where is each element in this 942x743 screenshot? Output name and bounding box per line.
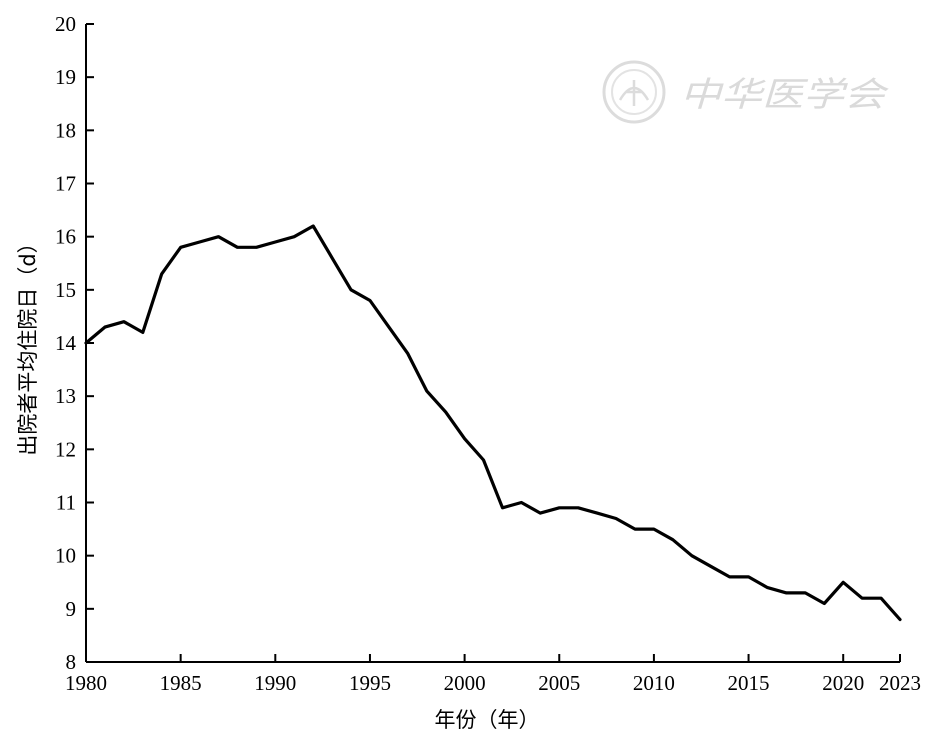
x-tick-label: 1980 bbox=[65, 671, 107, 695]
y-tick-label: 13 bbox=[55, 384, 76, 408]
y-tick-label: 15 bbox=[55, 278, 76, 302]
x-tick-label: 2023 bbox=[879, 671, 921, 695]
plot-area bbox=[84, 224, 902, 622]
y-tick-label: 19 bbox=[55, 65, 76, 89]
series-line bbox=[84, 224, 902, 622]
axes bbox=[85, 24, 900, 663]
x-tick-label: 2005 bbox=[538, 671, 580, 695]
society-seal-icon bbox=[602, 60, 666, 124]
y-tick-label: 14 bbox=[55, 331, 77, 355]
y-tick-label: 8 bbox=[66, 650, 77, 674]
y-tick-label: 18 bbox=[55, 118, 76, 142]
y-tick-label: 16 bbox=[55, 225, 76, 249]
ticks: 8 9 10 11 12 13 14 15 16 17 18 19 20 1980 1985 1990 1995… bbox=[55, 12, 921, 695]
x-tick-label: 2015 bbox=[728, 671, 770, 695]
watermark: 中华医学会 bbox=[602, 60, 890, 124]
y-tick-label: 12 bbox=[55, 437, 76, 461]
y-tick-label: 20 bbox=[55, 12, 76, 36]
x-tick-label: 1985 bbox=[160, 671, 202, 695]
watermark-text: 中华医学会 bbox=[680, 75, 890, 115]
x-tick-label: 2020 bbox=[822, 671, 864, 695]
x-tick-label: 1995 bbox=[349, 671, 391, 695]
x-tick-label: 1990 bbox=[254, 671, 296, 695]
y-tick-label: 11 bbox=[56, 491, 76, 515]
x-tick-label: 2010 bbox=[633, 671, 675, 695]
x-tick-label: 2000 bbox=[444, 671, 486, 695]
y-tick-label: 10 bbox=[55, 544, 76, 568]
x-axis-title: 年份（年） bbox=[435, 708, 540, 732]
y-axis-title: 出院者平均住院日（d） bbox=[16, 232, 40, 455]
y-tick-label: 17 bbox=[55, 172, 76, 196]
y-tick-label: 9 bbox=[66, 597, 77, 621]
